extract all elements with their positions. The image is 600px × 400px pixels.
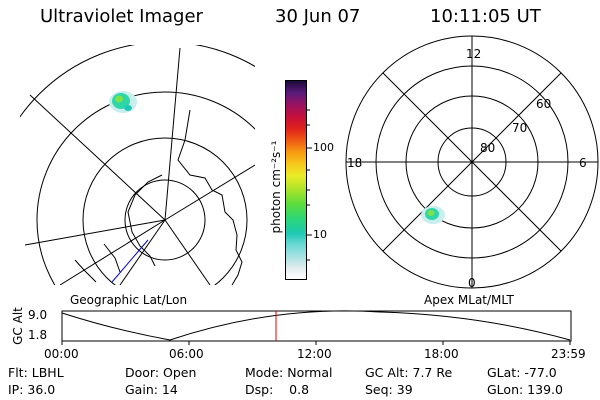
right-panel-label: Apex MLat/MLT: [424, 293, 514, 307]
gc-alt-curve: [61, 310, 571, 341]
mlt-label-bottom: 0: [468, 276, 476, 290]
meridian: [59, 219, 166, 285]
mlat-label-70: 70: [512, 121, 528, 135]
gain-info: Gain: 14: [125, 382, 178, 397]
meridian: [24, 219, 166, 246]
gc-alt-xtick: 23:59: [551, 347, 586, 361]
mlt-label-left: 18: [347, 156, 363, 170]
meridian: [164, 164, 255, 221]
glat-info: GLat: -77.0: [487, 365, 557, 380]
mlt-label-top: 12: [466, 47, 482, 61]
gc-alt-xtick: 18:00: [424, 347, 459, 361]
mlt-label-right: 6: [579, 156, 587, 170]
flt-info: Flt: LBHL: [8, 365, 64, 380]
instrument-title: Ultraviolet Imager: [40, 6, 203, 27]
blue-track-line: [111, 239, 149, 283]
geographic-grid: [20, 45, 255, 285]
lat-circle-inner: [124, 179, 206, 261]
lat-circle-outer: [36, 91, 255, 285]
gc-alt-frame: [61, 310, 572, 342]
seq-info: Seq: 39: [365, 382, 413, 397]
glon-info: GLon: 139.0: [487, 382, 563, 397]
left-panel-label: Geographic Lat/Lon: [70, 293, 188, 307]
left-aurora-spot: [109, 91, 137, 113]
gc-alt-xtick: 12:00: [297, 347, 332, 361]
gc-alt-plot: [61, 310, 572, 345]
mlt-meridians: [346, 36, 598, 288]
photon-colorbar: [285, 80, 307, 280]
gc-alt-xtick: 00:00: [44, 347, 79, 361]
colorbar-tick-10: 10: [313, 228, 327, 241]
meridian: [164, 219, 211, 285]
dsp-info: Dsp: 0.8: [245, 382, 310, 397]
right-aurora-spot: [421, 206, 445, 224]
time-label: 10:11:05 UT: [430, 6, 541, 27]
gc-alt-ytick-bottom: 1.8: [28, 328, 48, 342]
gc-alt-xtick: 06:00: [169, 347, 204, 361]
ip-info: IP: 36.0: [8, 382, 56, 397]
colorbar-ticks: [307, 109, 312, 261]
mlat-label-60: 60: [536, 97, 552, 111]
meridian: [29, 94, 166, 221]
meridian: [164, 47, 181, 221]
mode-info: Mode: Normal: [245, 365, 333, 380]
colorbar-tick-100: 100: [313, 141, 334, 154]
date-label: 30 Jun 07: [275, 6, 361, 27]
gcalt-info: GC Alt: 7.7 Re: [365, 365, 453, 380]
gc-alt-ytick-top: 9.0: [28, 308, 48, 322]
mlat-label-80: 80: [480, 141, 496, 155]
door-info: Door: Open: [125, 365, 197, 380]
colorbar-unit-label: photon cm⁻²s⁻¹: [269, 140, 283, 234]
meridian: [119, 219, 166, 285]
gc-alt-ylabel: GC Alt: [11, 307, 25, 345]
continent-outline: [74, 109, 243, 285]
lat-circle-mid: [82, 137, 248, 285]
